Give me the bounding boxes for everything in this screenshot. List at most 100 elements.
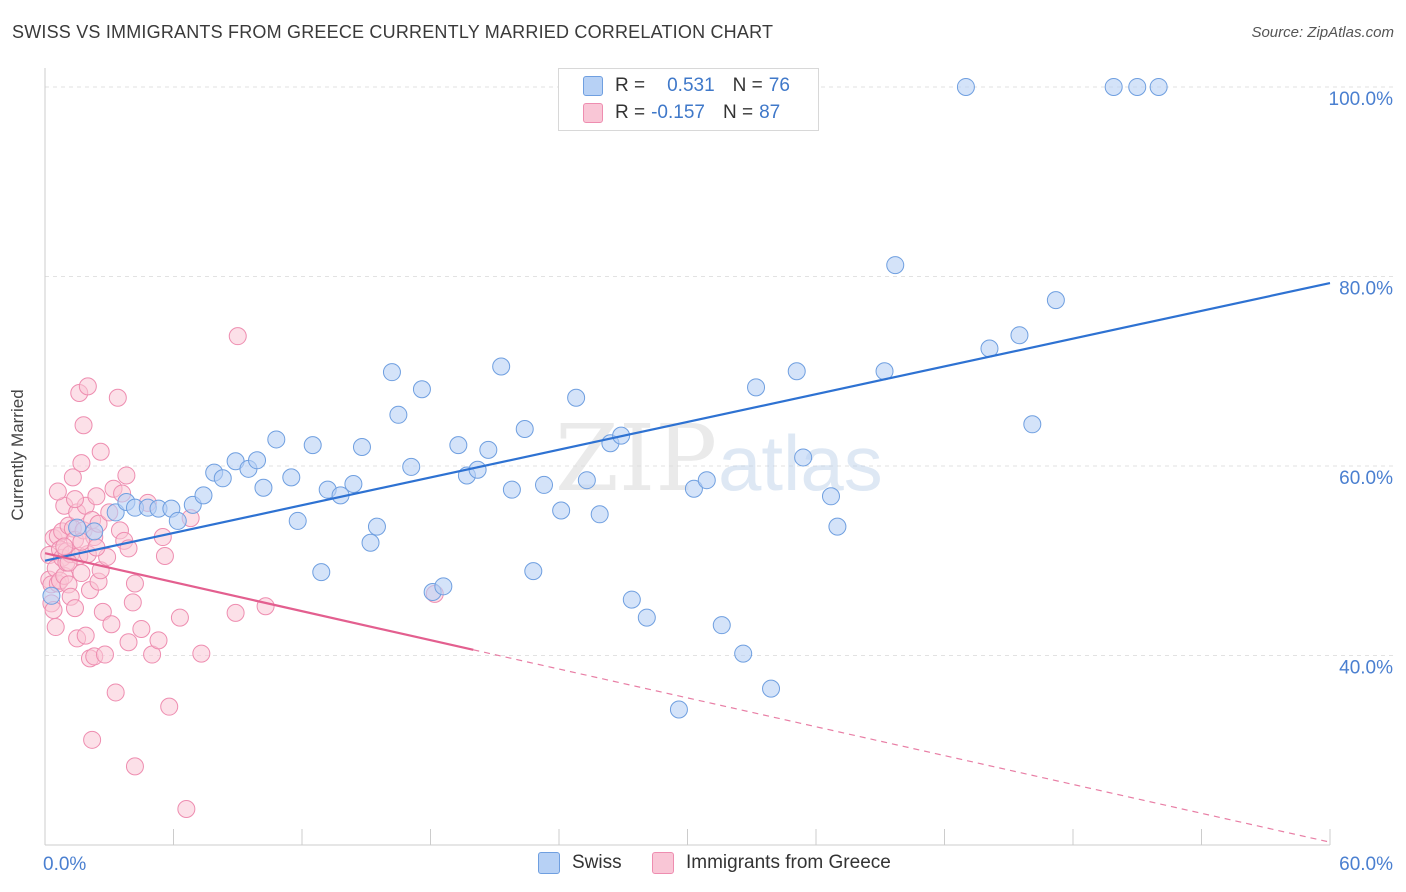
swiss-point (434, 577, 453, 596)
greece-point (132, 619, 151, 638)
swiss-point (524, 562, 543, 581)
legend-swatch-greece (583, 103, 603, 123)
greece-point (55, 537, 74, 556)
swiss-point (552, 501, 571, 520)
y-tick-label: 100.0% (1329, 89, 1394, 110)
swiss-point (288, 511, 307, 530)
swiss-point (254, 478, 273, 497)
y-tick-label: 80.0% (1339, 278, 1393, 299)
greece-point (74, 416, 93, 435)
swiss-point (248, 451, 267, 470)
swiss-point (1023, 415, 1042, 434)
swiss-trendline (44, 282, 1331, 562)
greece-point (125, 574, 144, 593)
swiss-point (68, 518, 87, 537)
swiss-point (85, 522, 104, 541)
greece-point (95, 645, 114, 664)
greece-point (106, 683, 125, 702)
swiss-point (213, 469, 232, 488)
greece-point (149, 631, 168, 650)
swiss-point (1104, 77, 1123, 96)
greece-point (123, 593, 142, 612)
swiss-point (747, 378, 766, 397)
swiss-point (479, 440, 498, 459)
y-tick-label: 60.0% (1339, 468, 1393, 489)
greece-point (256, 597, 275, 616)
swiss-point (412, 380, 431, 399)
legend-row-greece: R = -0.157 N = 87 (583, 100, 781, 126)
greece-point (170, 608, 189, 627)
swiss-point (389, 405, 408, 424)
legend-r-value: -0.157 (651, 102, 705, 123)
greece-point (125, 757, 144, 776)
correlation-legend: R = 0.531 N = 76 R = -0.157 N = 87 (558, 68, 819, 131)
greece-point (46, 618, 65, 637)
greece-point (102, 615, 121, 634)
swiss-point (622, 590, 641, 609)
source-label: Source: ZipAtlas.com (1251, 24, 1394, 41)
swiss-point (577, 471, 596, 490)
greece-point (65, 599, 84, 618)
legend-item-greece[interactable]: Immigrants from Greece (652, 852, 891, 874)
swiss-point (367, 517, 386, 536)
swiss-point (312, 563, 331, 582)
x-tick-label: 60.0% (1339, 854, 1393, 875)
swiss-point (267, 430, 286, 449)
swiss-point (352, 438, 371, 457)
swiss-point (468, 460, 487, 479)
swiss-point (1128, 77, 1147, 96)
greece-point (63, 468, 82, 487)
legend-swatch-swiss (583, 76, 603, 96)
swiss-point (712, 616, 731, 635)
greece-point (87, 487, 106, 506)
legend-r-label: R = (615, 102, 646, 123)
swiss-point (697, 471, 716, 490)
legend-swatch-greece (652, 852, 674, 874)
swiss-point (382, 363, 401, 382)
swiss-point (828, 517, 847, 536)
swiss-point (168, 511, 187, 530)
swiss-point (1046, 291, 1065, 310)
swiss-point (669, 700, 688, 719)
legend-row-swiss: R = 0.531 N = 76 (583, 73, 790, 99)
legend-label-swiss: Swiss (572, 852, 622, 873)
greece-point (177, 799, 196, 818)
swiss-point (402, 457, 421, 476)
swiss-point (535, 475, 554, 494)
swiss-point (361, 533, 380, 552)
greece-point (160, 697, 179, 716)
legend-n-label: N = (722, 102, 754, 123)
legend-r-value: 0.531 (667, 75, 715, 96)
swiss-point (956, 77, 975, 96)
axis-layer: 40.0% 60.0% 80.0% 100.0% 0.0% 60.0% (43, 68, 1393, 875)
swiss-point (282, 468, 301, 487)
greece-point (91, 442, 110, 461)
legend-label-greece: Immigrants from Greece (686, 852, 891, 873)
swiss-point (762, 679, 781, 698)
greece-trendline (44, 552, 474, 651)
swiss-point (684, 479, 703, 498)
greece-point (108, 388, 127, 407)
greece-point (228, 327, 247, 346)
greece-point (72, 564, 91, 583)
greece-point (119, 633, 138, 652)
series-legend: Swiss Immigrants from Greece (0, 852, 1406, 878)
legend-n-label: N = (732, 75, 763, 96)
legend-n-value: 87 (759, 102, 781, 123)
greece-trendline-extension (473, 649, 1331, 843)
legend-n-value: 76 (768, 75, 790, 96)
greece-point (155, 546, 174, 565)
legend-r-label: R = (615, 75, 646, 96)
greece-point (48, 482, 67, 501)
greece-point (78, 377, 97, 396)
swiss-point (886, 256, 905, 275)
swiss-point (303, 436, 322, 455)
swiss-point (787, 362, 806, 381)
swiss-point (194, 486, 213, 505)
swiss-point (449, 436, 468, 455)
swiss-point (515, 420, 534, 439)
legend-item-swiss[interactable]: Swiss (538, 852, 622, 874)
greece-point (93, 602, 112, 621)
y-tick-label: 40.0% (1339, 657, 1393, 678)
